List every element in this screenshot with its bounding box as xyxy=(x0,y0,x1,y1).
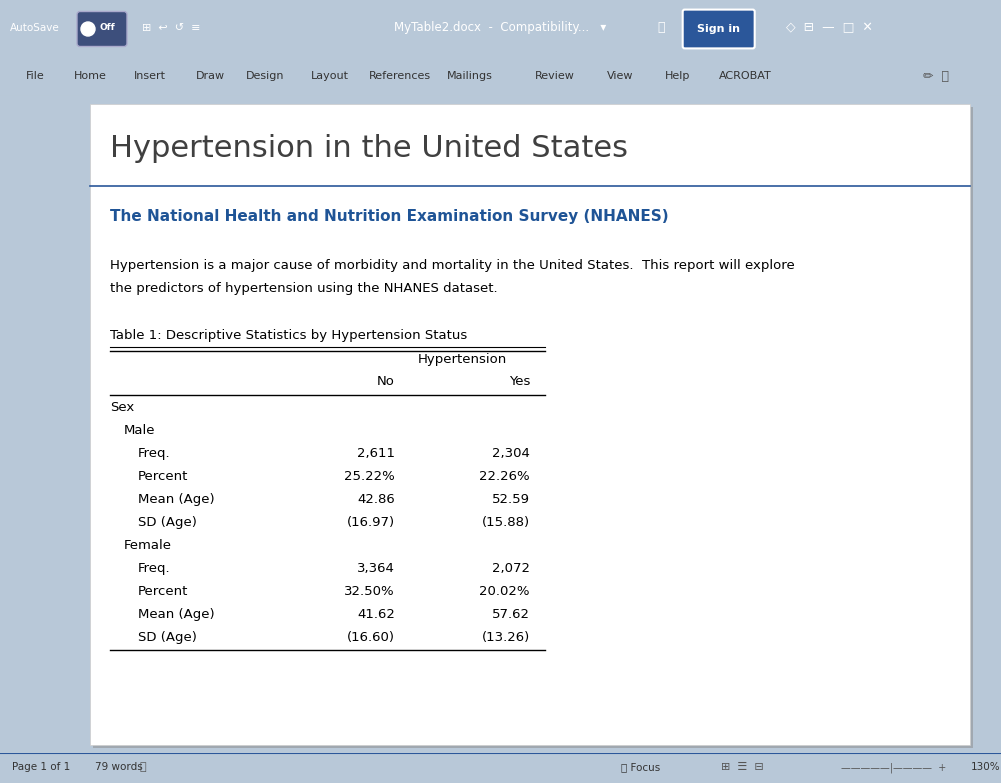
Text: ACROBAT: ACROBAT xyxy=(719,71,772,81)
Text: Sign in: Sign in xyxy=(697,24,740,34)
Text: —————|————  +: —————|———— + xyxy=(841,762,946,773)
Text: MyTable2.docx  -  Compatibility...   ▾: MyTable2.docx - Compatibility... ▾ xyxy=(394,21,607,34)
Text: 25.22%: 25.22% xyxy=(344,470,395,483)
Text: AutoSave: AutoSave xyxy=(10,23,60,33)
Text: 41.62: 41.62 xyxy=(357,608,395,621)
Text: 130%: 130% xyxy=(971,763,1001,772)
Text: 2,072: 2,072 xyxy=(492,562,530,575)
Text: Help: Help xyxy=(666,71,691,81)
Text: 32.50%: 32.50% xyxy=(344,585,395,598)
Text: 22.26%: 22.26% xyxy=(479,470,530,483)
Text: Yes: Yes xyxy=(509,375,530,388)
Text: The National Health and Nutrition Examination Survey (NHANES): The National Health and Nutrition Examin… xyxy=(110,209,669,224)
Text: Percent: Percent xyxy=(138,470,188,483)
Text: 🗋 Focus: 🗋 Focus xyxy=(621,763,660,772)
Text: 2,304: 2,304 xyxy=(492,447,530,460)
Text: Design: Design xyxy=(246,71,284,81)
Text: Page 1 of 1: Page 1 of 1 xyxy=(12,763,70,772)
Bar xyxy=(90,104,970,745)
Text: File: File xyxy=(26,71,44,81)
Text: Mean (Age): Mean (Age) xyxy=(138,493,214,506)
Text: SD (Age): SD (Age) xyxy=(138,631,197,644)
Text: Draw: Draw xyxy=(195,71,224,81)
Text: 52.59: 52.59 xyxy=(492,493,530,506)
Text: the predictors of hypertension using the NHANES dataset.: the predictors of hypertension using the… xyxy=(110,282,497,295)
Text: Mean (Age): Mean (Age) xyxy=(138,608,214,621)
Text: Review: Review xyxy=(536,71,575,81)
Text: No: No xyxy=(377,375,395,388)
Text: 79 words: 79 words xyxy=(95,763,143,772)
Text: 3,364: 3,364 xyxy=(357,562,395,575)
Text: Layout: Layout xyxy=(311,71,349,81)
Text: Hypertension is a major cause of morbidity and mortality in the United States.  : Hypertension is a major cause of morbidi… xyxy=(110,259,795,272)
Text: Home: Home xyxy=(73,71,106,81)
Text: ⊞  ☰  ⊟: ⊞ ☰ ⊟ xyxy=(721,763,764,772)
Text: SD (Age): SD (Age) xyxy=(138,516,197,529)
Text: ⊞  ↩  ↺  ≡: ⊞ ↩ ↺ ≡ xyxy=(142,23,200,33)
Text: ✏  💬: ✏ 💬 xyxy=(923,70,949,83)
Bar xyxy=(93,107,973,748)
Text: Insert: Insert xyxy=(134,71,166,81)
Text: Table 1: Descriptive Statistics by Hypertension Status: Table 1: Descriptive Statistics by Hyper… xyxy=(110,329,467,342)
Text: Hypertension in the United States: Hypertension in the United States xyxy=(110,134,628,163)
Text: (13.26): (13.26) xyxy=(481,631,530,644)
Text: 🔍: 🔍 xyxy=(657,21,665,34)
Text: 🗋: 🗋 xyxy=(140,763,146,772)
Text: Freq.: Freq. xyxy=(138,447,170,460)
Text: Sex: Sex xyxy=(110,401,134,414)
Text: ◇  ⊟  —  □  ✕: ◇ ⊟ — □ ✕ xyxy=(786,21,873,34)
Text: Female: Female xyxy=(124,539,172,552)
Text: Off: Off xyxy=(100,23,116,32)
Circle shape xyxy=(81,22,95,36)
Text: View: View xyxy=(607,71,634,81)
Text: Male: Male xyxy=(124,424,155,437)
Text: 2,611: 2,611 xyxy=(357,447,395,460)
Text: Percent: Percent xyxy=(138,585,188,598)
FancyBboxPatch shape xyxy=(77,12,127,46)
Text: 57.62: 57.62 xyxy=(492,608,530,621)
Text: Hypertension: Hypertension xyxy=(417,353,508,366)
Text: 42.86: 42.86 xyxy=(357,493,395,506)
Text: (16.97): (16.97) xyxy=(347,516,395,529)
FancyBboxPatch shape xyxy=(683,9,755,49)
Text: Mailings: Mailings xyxy=(447,71,492,81)
Text: (15.88): (15.88) xyxy=(481,516,530,529)
Text: (16.60): (16.60) xyxy=(347,631,395,644)
Text: References: References xyxy=(369,71,431,81)
Text: 20.02%: 20.02% xyxy=(479,585,530,598)
Text: Freq.: Freq. xyxy=(138,562,170,575)
